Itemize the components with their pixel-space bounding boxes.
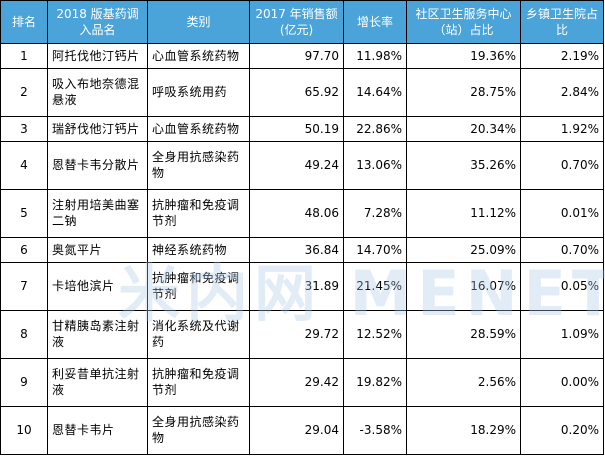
cell-sales: 49.24 bbox=[249, 140, 344, 190]
cell-growth: 13.06% bbox=[343, 140, 407, 190]
cell-township-share: 2.19% bbox=[520, 43, 604, 69]
table-row: 8 甘精胰岛素注射液 消化系统及代谢药 29.72 12.52% 28.59% … bbox=[0, 309, 604, 359]
table-header-row: 排名 2018 版基药调入品名 类别 2017 年销售额(亿元) 增长率 社区卫… bbox=[0, 0, 604, 44]
header-community-share: 社区卫生服务中心（站）占比 bbox=[406, 0, 521, 44]
cell-drug-name: 注射用培美曲塞二钠 bbox=[47, 188, 148, 238]
cell-category: 抗肿瘤和免疫调节剂 bbox=[147, 261, 250, 311]
cell-rank: 10 bbox=[0, 405, 48, 456]
cell-rank: 4 bbox=[0, 140, 48, 190]
cell-community-share: 19.36% bbox=[406, 43, 521, 69]
cell-growth: 14.70% bbox=[343, 236, 407, 263]
cell-growth: 7.28% bbox=[343, 188, 407, 238]
cell-rank: 5 bbox=[0, 188, 48, 238]
cell-drug-name: 恩替卡韦片 bbox=[47, 405, 148, 456]
cell-category: 心血管系统药物 bbox=[147, 43, 250, 69]
cell-township-share: 1.09% bbox=[520, 309, 604, 359]
cell-sales: 48.06 bbox=[249, 188, 344, 238]
cell-category: 心血管系统药物 bbox=[147, 115, 250, 142]
cell-township-share: 0.70% bbox=[520, 140, 604, 190]
cell-community-share: 18.29% bbox=[406, 405, 521, 456]
cell-growth: 21.45% bbox=[343, 261, 407, 311]
table-row: 10 恩替卡韦片 全身用抗感染药物 29.04 -3.58% 18.29% 0.… bbox=[0, 405, 604, 456]
cell-category: 抗肿瘤和免疫调节剂 bbox=[147, 188, 250, 238]
cell-sales: 31.89 bbox=[249, 261, 344, 311]
table-row: 7 卡培他滨片 抗肿瘤和免疫调节剂 31.89 21.45% 16.07% 0.… bbox=[0, 261, 604, 311]
cell-growth: 22.86% bbox=[343, 115, 407, 142]
cell-rank: 3 bbox=[0, 115, 48, 142]
table-row: 3 瑞舒伐他汀钙片 心血管系统药物 50.19 22.86% 20.34% 1.… bbox=[0, 115, 604, 142]
cell-township-share: 0.20% bbox=[520, 405, 604, 456]
cell-township-share: 0.70% bbox=[520, 236, 604, 263]
cell-category: 抗肿瘤和免疫调节剂 bbox=[147, 357, 250, 407]
cell-category: 消化系统及代谢药 bbox=[147, 309, 250, 359]
cell-rank: 9 bbox=[0, 357, 48, 407]
cell-growth: 12.52% bbox=[343, 309, 407, 359]
cell-sales: 97.70 bbox=[249, 43, 344, 69]
cell-community-share: 20.34% bbox=[406, 115, 521, 142]
cell-drug-name: 奥氮平片 bbox=[47, 236, 148, 263]
cell-category: 全身用抗感染药物 bbox=[147, 140, 250, 190]
header-rank: 排名 bbox=[0, 0, 48, 44]
cell-drug-name: 吸入布地奈德混悬液 bbox=[47, 67, 148, 117]
header-drug-name: 2018 版基药调入品名 bbox=[47, 0, 148, 44]
cell-rank: 6 bbox=[0, 236, 48, 263]
cell-township-share: 2.84% bbox=[520, 67, 604, 117]
cell-community-share: 35.26% bbox=[406, 140, 521, 190]
cell-community-share: 28.75% bbox=[406, 67, 521, 117]
cell-community-share: 2.56% bbox=[406, 357, 521, 407]
cell-community-share: 25.09% bbox=[406, 236, 521, 263]
header-category: 类别 bbox=[147, 0, 250, 44]
cell-community-share: 11.12% bbox=[406, 188, 521, 238]
cell-rank: 8 bbox=[0, 309, 48, 359]
cell-sales: 29.72 bbox=[249, 309, 344, 359]
header-township-share: 乡镇卫生院占比 bbox=[520, 0, 604, 44]
cell-drug-name: 卡培他滨片 bbox=[47, 261, 148, 311]
cell-category: 神经系统药物 bbox=[147, 236, 250, 263]
cell-rank: 7 bbox=[0, 261, 48, 311]
header-sales: 2017 年销售额(亿元) bbox=[249, 0, 344, 44]
cell-township-share: 1.92% bbox=[520, 115, 604, 142]
cell-category: 全身用抗感染药物 bbox=[147, 405, 250, 456]
table-row: 2 吸入布地奈德混悬液 呼吸系统用药 65.92 14.64% 28.75% 2… bbox=[0, 67, 604, 117]
cell-category: 呼吸系统用药 bbox=[147, 67, 250, 117]
table-row: 4 恩替卡韦分散片 全身用抗感染药物 49.24 13.06% 35.26% 0… bbox=[0, 140, 604, 190]
cell-community-share: 16.07% bbox=[406, 261, 521, 311]
table-row: 1 阿托伐他汀钙片 心血管系统药物 97.70 11.98% 19.36% 2.… bbox=[0, 43, 604, 69]
table-row: 6 奥氮平片 神经系统药物 36.84 14.70% 25.09% 0.70% bbox=[0, 236, 604, 263]
cell-rank: 2 bbox=[0, 67, 48, 117]
cell-growth: -3.58% bbox=[343, 405, 407, 456]
cell-rank: 1 bbox=[0, 43, 48, 69]
table-row: 9 利妥昔单抗注射液 抗肿瘤和免疫调节剂 29.42 19.82% 2.56% … bbox=[0, 357, 604, 407]
cell-sales: 29.04 bbox=[249, 405, 344, 456]
cell-sales: 50.19 bbox=[249, 115, 344, 142]
cell-township-share: 0.01% bbox=[520, 188, 604, 238]
cell-growth: 11.98% bbox=[343, 43, 407, 69]
cell-drug-name: 瑞舒伐他汀钙片 bbox=[47, 115, 148, 142]
table-row: 5 注射用培美曲塞二钠 抗肿瘤和免疫调节剂 48.06 7.28% 11.12%… bbox=[0, 188, 604, 238]
cell-township-share: 0.05% bbox=[520, 261, 604, 311]
cell-sales: 29.42 bbox=[249, 357, 344, 407]
cell-sales: 65.92 bbox=[249, 67, 344, 117]
cell-drug-name: 甘精胰岛素注射液 bbox=[47, 309, 148, 359]
cell-growth: 14.64% bbox=[343, 67, 407, 117]
cell-drug-name: 恩替卡韦分散片 bbox=[47, 140, 148, 190]
cell-growth: 19.82% bbox=[343, 357, 407, 407]
cell-sales: 36.84 bbox=[249, 236, 344, 263]
cell-drug-name: 利妥昔单抗注射液 bbox=[47, 357, 148, 407]
cell-drug-name: 阿托伐他汀钙片 bbox=[47, 43, 148, 69]
cell-community-share: 28.59% bbox=[406, 309, 521, 359]
header-growth: 增长率 bbox=[343, 0, 407, 44]
cell-township-share: 0.00% bbox=[520, 357, 604, 407]
